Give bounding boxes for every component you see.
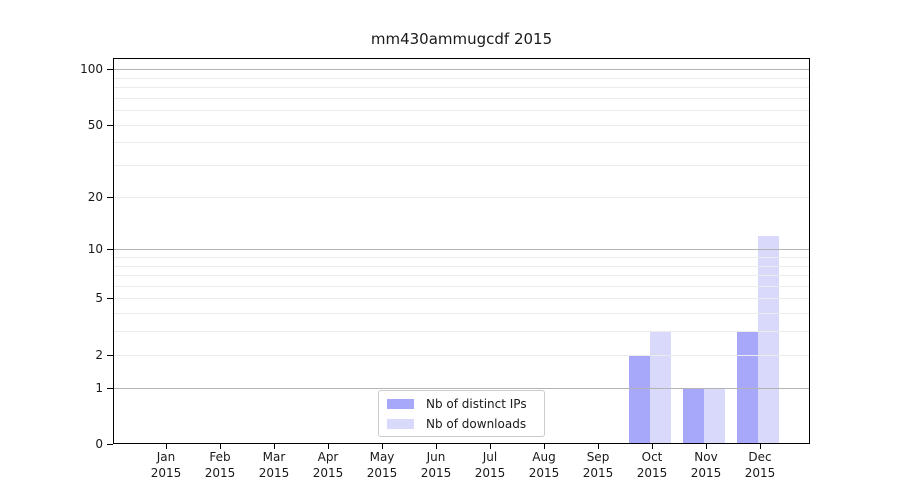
gridline-minor [114, 331, 809, 333]
x-tick-year: 2015 [636, 466, 668, 480]
legend: Nb of distinct IPs Nb of downloads [378, 390, 545, 437]
x-tick-month: Feb [209, 450, 231, 464]
gridline-minor [114, 77, 809, 79]
x-tick-year: 2015 [690, 466, 722, 480]
x-tick-year: 2015 [312, 466, 344, 480]
gridline-minor [114, 142, 809, 144]
x-tick-mark [760, 444, 761, 449]
gridline-minor [114, 354, 809, 356]
x-tick-label: Nov 2015 [679, 449, 733, 481]
gridline-minor [114, 275, 809, 277]
x-tick-month: Dec [748, 450, 772, 464]
x-tick-year: 2015 [744, 466, 776, 480]
y-tick-mark [107, 69, 113, 70]
x-tick-year: 2015 [420, 466, 452, 480]
gridline-minor [114, 313, 809, 315]
legend-label: Nb of downloads [426, 416, 527, 431]
x-tick-mark [436, 444, 437, 449]
x-tick-mark [274, 444, 275, 449]
x-tick-year: 2015 [528, 466, 560, 480]
bar-downloads [650, 331, 671, 443]
x-tick-label: Apr 2015 [301, 449, 355, 481]
x-tick-label: Sep 2015 [571, 449, 625, 481]
x-tick-mark [490, 444, 491, 449]
gridline-minor [114, 165, 809, 167]
legend-swatch-downloads [387, 418, 414, 429]
y-tick-label: 5 [95, 291, 103, 305]
x-tick-month: Apr [317, 450, 339, 464]
x-tick-month: Jun [426, 450, 446, 464]
legend-label: Nb of distinct IPs [426, 396, 527, 411]
x-tick-year: 2015 [366, 466, 398, 480]
gridline-major [114, 387, 809, 389]
x-tick-month: Mar [262, 450, 286, 464]
x-tick-year: 2015 [204, 466, 236, 480]
x-tick-label: Mar 2015 [247, 449, 301, 481]
bar-distinct-ips [629, 354, 650, 443]
x-tick-label: Feb 2015 [193, 449, 247, 481]
y-tick-label: 1 [95, 381, 103, 395]
x-tick-label: Jul 2015 [463, 449, 517, 481]
y-tick-mark [107, 388, 113, 389]
gridline-major [114, 249, 809, 251]
bar-distinct-ips [683, 387, 704, 443]
y-tick-mark [107, 444, 113, 445]
x-tick-mark [652, 444, 653, 449]
x-tick-mark [706, 444, 707, 449]
gridline-major [114, 69, 809, 71]
x-tick-label: Oct 2015 [625, 449, 679, 481]
y-tick-label: 50 [87, 118, 103, 132]
y-tick-mark [107, 197, 113, 198]
x-tick-mark [220, 444, 221, 449]
chart-title: mm430ammugcdf 2015 [370, 30, 553, 48]
bar-downloads [704, 387, 725, 443]
x-tick-label: Dec 2015 [733, 449, 787, 481]
x-tick-label: Aug 2015 [517, 449, 571, 481]
x-tick-mark [598, 444, 599, 449]
gridline-minor [114, 97, 809, 99]
gridline-minor [114, 285, 809, 287]
x-tick-label: Jun 2015 [409, 449, 463, 481]
y-tick-label: 100 [80, 62, 103, 76]
legend-entry: Nb of downloads [385, 415, 538, 432]
y-tick-mark [107, 249, 113, 250]
x-tick-mark [382, 444, 383, 449]
x-tick-year: 2015 [582, 466, 614, 480]
x-tick-year: 2015 [150, 466, 182, 480]
y-tick-mark [107, 355, 113, 356]
x-tick-mark [328, 444, 329, 449]
x-tick-year: 2015 [474, 466, 506, 480]
y-tick-label: 0 [95, 437, 103, 451]
x-tick-month: Sep [586, 450, 610, 464]
y-tick-mark [107, 298, 113, 299]
y-tick-label: 10 [87, 242, 103, 256]
gridline-minor [114, 298, 809, 300]
x-tick-month: May [369, 450, 395, 464]
x-tick-year: 2015 [258, 466, 290, 480]
gridline-minor [114, 257, 809, 258]
x-tick-month: Jul [482, 450, 498, 464]
bar-downloads [758, 235, 779, 443]
x-tick-month: Aug [532, 450, 556, 464]
y-tick-label: 2 [95, 348, 103, 362]
gridline-minor [114, 196, 809, 198]
x-tick-month: Oct [641, 450, 663, 464]
plot-area [113, 58, 810, 444]
gridline-minor [114, 110, 809, 112]
y-tick-label: 20 [87, 190, 103, 204]
x-tick-label: Jan 2015 [139, 449, 193, 481]
bar-distinct-ips [737, 331, 758, 443]
x-tick-label: May 2015 [355, 449, 409, 481]
x-tick-month: Nov [694, 450, 718, 464]
gridline-minor [114, 265, 809, 267]
legend-swatch-distinct-ips [387, 398, 414, 409]
gridline-minor [114, 124, 809, 126]
gridline-minor [114, 87, 809, 89]
x-tick-month: Jan [156, 450, 176, 464]
x-tick-mark [544, 444, 545, 449]
x-tick-mark [166, 444, 167, 449]
y-tick-mark [107, 125, 113, 126]
legend-entry: Nb of distinct IPs [385, 395, 538, 412]
